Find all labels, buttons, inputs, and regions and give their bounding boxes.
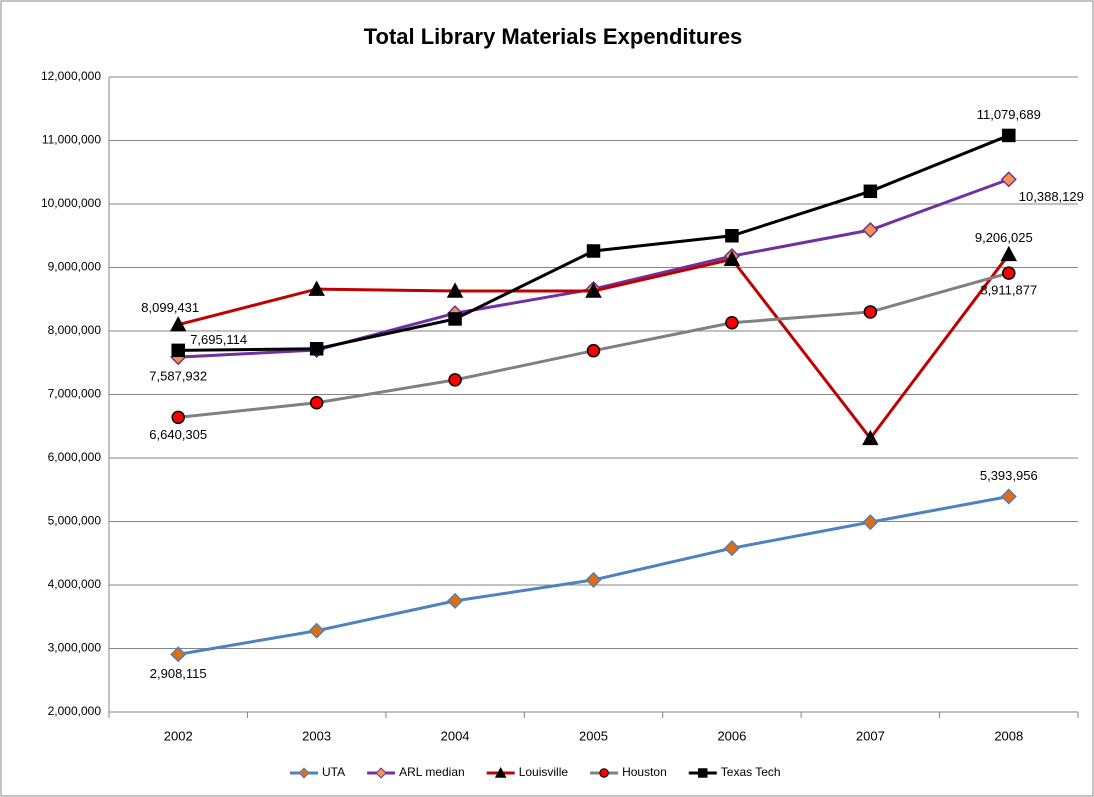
data-label: 5,393,956 bbox=[980, 468, 1038, 483]
x-tick-label: 2004 bbox=[441, 728, 470, 743]
x-tick-label: 2005 bbox=[579, 728, 608, 743]
y-tick-label: 4,000,000 bbox=[48, 577, 102, 591]
marker bbox=[1002, 128, 1016, 143]
marker bbox=[725, 229, 739, 243]
data-label: 8,911,877 bbox=[980, 283, 1037, 298]
x-tick-label: 2008 bbox=[994, 728, 1023, 743]
marker bbox=[862, 514, 879, 531]
y-tick-label: 7,000,000 bbox=[48, 387, 102, 401]
marker bbox=[698, 768, 708, 778]
data-label: 10,388,129 bbox=[1019, 189, 1084, 204]
x-tick-label: 2002 bbox=[164, 728, 193, 743]
legend-label: Louisville bbox=[519, 765, 569, 779]
data-label: 8,099,431 bbox=[141, 300, 199, 315]
y-tick-label: 6,000,000 bbox=[48, 450, 102, 464]
marker bbox=[298, 767, 310, 779]
marker bbox=[585, 571, 602, 588]
y-tick-label: 3,000,000 bbox=[48, 641, 102, 655]
data-label: 7,695,114 bbox=[190, 332, 247, 347]
legend-label: Texas Tech bbox=[721, 765, 781, 779]
legend: UTA ARL median Louisville Houston Texas Tech bbox=[290, 765, 781, 779]
y-tick-label: 5,000,000 bbox=[48, 514, 102, 528]
marker bbox=[447, 592, 464, 609]
series: 7,695,114 11,079,689 bbox=[171, 107, 1041, 358]
series: 8,099,431 9,206,025 bbox=[141, 230, 1033, 446]
y-tick-label: 9,000,000 bbox=[48, 260, 102, 274]
marker bbox=[309, 396, 324, 410]
data-label: 7,587,932 bbox=[149, 369, 207, 384]
marker bbox=[723, 250, 741, 266]
marker bbox=[309, 342, 324, 356]
y-tick-label: 2,000,000 bbox=[48, 704, 102, 718]
data-label: 11,079,689 bbox=[977, 107, 1041, 122]
marker bbox=[586, 343, 601, 358]
legend-label: UTA bbox=[322, 765, 345, 779]
series: 2,908,115 5,393,956 bbox=[150, 468, 1038, 681]
marker bbox=[308, 622, 325, 639]
y-tick-label: 12,000,000 bbox=[41, 69, 101, 83]
marker bbox=[308, 280, 325, 296]
marker bbox=[448, 373, 462, 387]
x-tick-label: 2006 bbox=[717, 728, 746, 743]
marker bbox=[863, 184, 878, 199]
marker bbox=[1002, 266, 1016, 280]
marker bbox=[169, 316, 187, 332]
marker bbox=[599, 768, 609, 778]
y-tick-label: 10,000,000 bbox=[41, 196, 101, 210]
data-label: 9,206,025 bbox=[975, 230, 1033, 245]
marker bbox=[862, 221, 879, 239]
marker bbox=[171, 343, 185, 358]
marker bbox=[862, 429, 879, 446]
marker bbox=[171, 410, 185, 425]
marker bbox=[448, 312, 462, 326]
marker bbox=[170, 646, 187, 663]
x-tick-label: 2003 bbox=[302, 728, 331, 743]
marker bbox=[1000, 171, 1017, 188]
marker bbox=[1000, 245, 1018, 262]
marker bbox=[723, 540, 740, 557]
marker bbox=[863, 305, 878, 319]
data-label: 6,640,305 bbox=[149, 427, 207, 442]
data-label: 2,908,115 bbox=[150, 666, 207, 681]
marker bbox=[725, 315, 739, 330]
marker bbox=[586, 244, 601, 258]
marker bbox=[1000, 488, 1017, 505]
series: 6,640,305 8,911,877 bbox=[149, 266, 1037, 442]
x-tick-label: 2007 bbox=[856, 728, 885, 743]
marker bbox=[585, 282, 602, 298]
legend-label: ARL median bbox=[399, 765, 465, 779]
legend-label: Houston bbox=[622, 765, 667, 779]
y-tick-label: 11,000,000 bbox=[42, 133, 101, 147]
chart-title: Total Library Materials Expenditures bbox=[364, 24, 743, 49]
y-tick-label: 8,000,000 bbox=[48, 323, 102, 337]
marker bbox=[494, 766, 507, 778]
marker bbox=[375, 767, 387, 779]
marker bbox=[446, 282, 464, 298]
